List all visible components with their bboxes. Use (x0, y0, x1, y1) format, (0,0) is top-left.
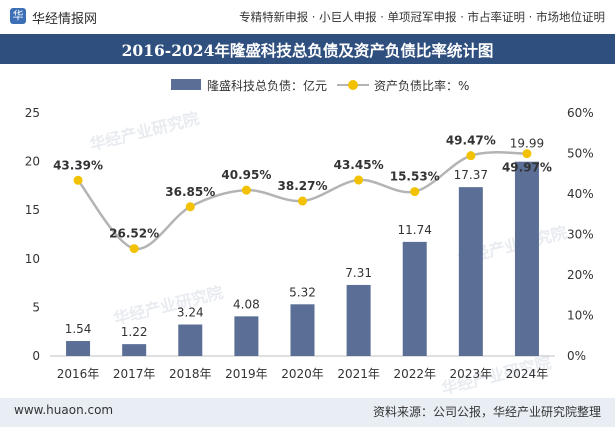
legend: 隆盛科技总负债：亿元 资产负债比率：% (0, 76, 615, 94)
ratio-value-label: 38.27% (278, 179, 328, 193)
x-axis-tick-label: 2022年 (393, 367, 436, 381)
bar (178, 324, 203, 356)
x-axis-tick-label: 2019年 (225, 367, 268, 381)
legend-line-marker (348, 80, 358, 90)
bar (458, 187, 483, 356)
bar-value-label: 4.08 (233, 297, 260, 311)
left-axis-tick-label: 0 (32, 349, 40, 363)
ratio-point (466, 151, 476, 161)
x-axis-tick-label: 2023年 (450, 367, 493, 381)
ratio-point (298, 196, 307, 206)
ratio-value-label: 40.95% (221, 168, 271, 182)
bar (402, 241, 427, 356)
bar-value-label: 17.37 (454, 168, 488, 182)
ratio-point (522, 149, 532, 159)
ratio-point (241, 185, 251, 195)
x-axis-tick-label: 2021年 (337, 367, 380, 381)
left-axis-tick-label: 5 (32, 300, 40, 314)
legend-bar-label: 隆盛科技总负债：亿元 (207, 79, 328, 93)
left-axis-tick-label: 25 (25, 106, 40, 120)
bar (122, 344, 147, 356)
website-link[interactable]: www.huaon.com (14, 403, 114, 417)
ratio-point (354, 175, 364, 185)
ratio-value-label: 43.45% (334, 158, 384, 172)
right-axis-tick-label: 60% (567, 106, 594, 120)
bar (234, 316, 259, 356)
ratio-value-label: 36.85% (165, 185, 215, 199)
bar (290, 304, 315, 356)
legend-bar-swatch (171, 79, 201, 90)
chart-title: 2016-2024年隆盛科技总负债及资产负债比率统计图 (121, 41, 494, 60)
ratio-value-label: 49.97% (502, 161, 552, 175)
title-bar: 2016-2024年隆盛科技总负债及资产负债比率统计图 (0, 34, 615, 64)
right-axis-tick-label: 10% (567, 309, 594, 323)
bar-value-label: 5.32 (289, 285, 316, 299)
right-axis-tick-label: 0% (567, 349, 586, 363)
brand-logo-icon: 华 (10, 8, 26, 24)
x-axis-tick-label: 2024年 (506, 367, 549, 381)
brand-name[interactable]: 华经情报网 (32, 12, 98, 27)
bar-value-label: 11.74 (398, 223, 432, 237)
data-source: 资料来源：公司公报，华经产业研究院整理 (372, 405, 601, 419)
x-axis-tick-label: 2020年 (281, 367, 324, 381)
ratio-value-label: 26.52% (109, 227, 159, 241)
service-tags: 专精特新申报 · 小巨人申报 · 单项冠军申报 · 市占率证明 · 市场地位证明 (239, 10, 605, 24)
x-axis-tick-label: 2018年 (169, 367, 212, 381)
bar-value-label: 1.54 (65, 322, 92, 336)
bar (514, 161, 539, 356)
ratio-point (185, 202, 195, 212)
right-axis-tick-label: 20% (567, 268, 594, 282)
bar (346, 284, 371, 356)
bar-value-label: 7.31 (345, 266, 372, 280)
top-bar: 华 华经情报网 专精特新申报 · 小巨人申报 · 单项冠军申报 · 市占率证明 … (0, 0, 615, 34)
right-axis-tick-label: 40% (567, 187, 594, 201)
x-axis-tick-label: 2017年 (113, 367, 156, 381)
right-axis-tick-label: 50% (567, 147, 594, 161)
ratio-value-label: 43.39% (53, 158, 103, 172)
footer-bar: www.huaon.com 资料来源：公司公报，华经产业研究院整理 (0, 398, 615, 427)
right-axis-tick-label: 30% (567, 228, 594, 242)
bar (66, 341, 91, 356)
ratio-value-label: 15.53% (390, 170, 440, 184)
left-axis-tick-label: 20 (25, 155, 40, 169)
ratio-value-label: 49.47% (446, 134, 496, 148)
legend-line-label: 资产负债比率：% (374, 79, 470, 93)
bar-value-label: 1.22 (121, 325, 148, 339)
x-axis-tick-label: 2016年 (57, 367, 100, 381)
ratio-point (73, 175, 83, 185)
left-axis-tick-label: 15 (25, 203, 40, 217)
bar-value-label: 3.24 (177, 306, 204, 320)
ratio-point (129, 244, 139, 254)
chart-canvas: 0 5 10 15 20 25 0% 10% 20% 30% 40% 50% 60% 1.54 1.22 3.… (25, 106, 594, 381)
ratio-point (410, 187, 420, 197)
bar-value-label: 19.99 (510, 137, 544, 151)
left-axis-tick-label: 10 (25, 252, 40, 266)
